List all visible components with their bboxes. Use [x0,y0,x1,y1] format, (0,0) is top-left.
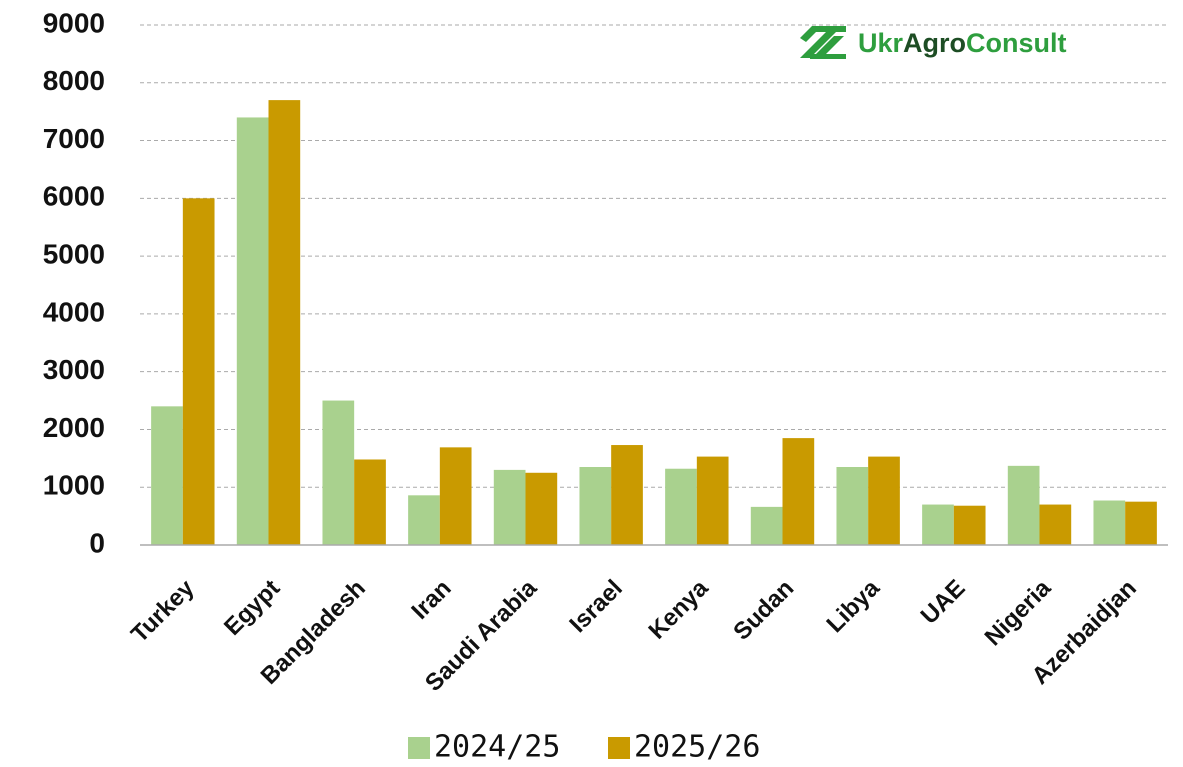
y-tick-label: 8000 [43,65,105,96]
y-tick-label: 9000 [43,7,105,38]
bar [525,472,558,545]
bar [782,438,815,545]
bar [868,456,900,545]
y-tick-label: 1000 [43,470,105,501]
y-tick-label: 6000 [43,181,105,212]
y-tick-label: 4000 [43,296,105,327]
bar [953,505,986,545]
x-tick-label: Egypt [219,575,285,641]
y-tick-label: 2000 [43,412,105,443]
logo-part: Agro [903,28,966,58]
bar [236,117,269,545]
x-tick-label: Iran [406,575,456,625]
legend-label: 2024/25 [434,730,560,765]
x-tick-label: Nigeria [980,574,1057,651]
bar [493,469,526,545]
y-tick-label: 7000 [43,123,105,154]
x-tick-label: Turkey [126,574,200,648]
x-tick-label: Kenya [644,574,714,644]
bar [151,406,183,545]
logo-icon [800,26,846,59]
bar [439,447,472,545]
bar [408,495,440,545]
legend-swatch [608,737,630,759]
logo-text: UkrAgroConsult [858,28,1067,58]
bar [354,459,386,545]
bar [665,468,697,545]
x-tick-label: Israel [564,575,627,638]
logo-part: Ukr [858,28,904,58]
bar [1125,501,1157,545]
bar [1093,500,1126,545]
bar [836,467,869,545]
bar [322,400,355,545]
bar [696,456,729,545]
y-tick-label: 5000 [43,239,105,270]
logo: UkrAgroConsult [800,26,1067,59]
bar [1007,465,1040,545]
bar [182,198,215,546]
legend-swatch [408,737,430,759]
bar [750,506,783,545]
x-tick-label: UAE [916,575,971,630]
bar [1039,504,1072,545]
legend-label: 2025/26 [634,730,760,765]
x-tick-label: Sudan [728,575,799,646]
y-tick-label: 3000 [43,354,105,385]
y-tick-label: 0 [89,527,105,558]
logo-part: Consult [966,28,1067,58]
bar [268,100,301,545]
bar [611,445,643,545]
x-tick-label: Libya [821,574,885,638]
bar [579,467,612,545]
bar [922,504,954,545]
